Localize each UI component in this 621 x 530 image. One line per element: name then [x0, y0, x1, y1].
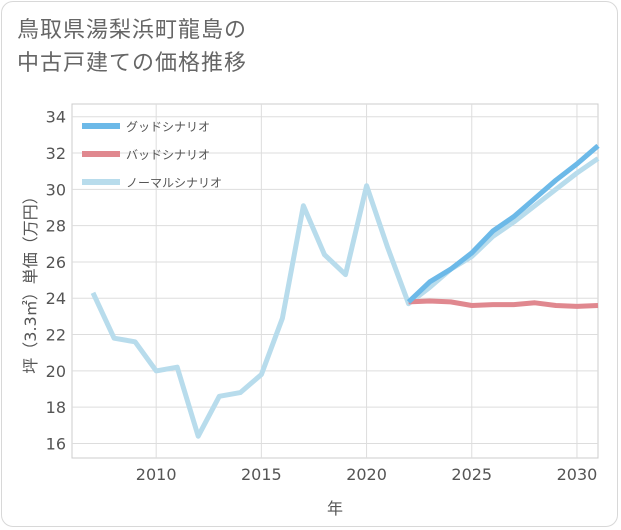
- y-tick-label: 26: [46, 253, 66, 272]
- plot-area: [71, 103, 599, 459]
- y-tick-label: 24: [46, 289, 66, 308]
- series-line-3: [90, 156, 600, 439]
- y-tick-label: 32: [46, 144, 66, 163]
- y-tick-label: 16: [46, 434, 66, 453]
- legend-label: ノーマルシナリオ: [126, 176, 222, 190]
- chart-title: 鳥取県湯梨浜町龍島の 中古戸建ての価格推移: [17, 14, 247, 80]
- series-line-1: [406, 143, 600, 304]
- legend-label: グッドシナリオ: [126, 120, 210, 134]
- y-tick-label: 34: [46, 108, 66, 127]
- y-tick-label: 28: [46, 217, 66, 236]
- series-line-2: [408, 298, 599, 309]
- y-tick-label: 22: [46, 326, 66, 345]
- y-axis-title: 坪（3.3㎡）単価（万円）: [21, 188, 40, 373]
- x-tick-label: 2020: [346, 465, 387, 484]
- chart-title-line-2: 中古戸建ての価格推移: [17, 51, 248, 76]
- y-tick-label: 20: [46, 362, 66, 381]
- legend-label: バッドシナリオ: [126, 148, 210, 162]
- x-tick-label: 2015: [241, 465, 282, 484]
- x-tick-label: 2025: [451, 465, 492, 484]
- y-tick-label: 18: [46, 398, 66, 417]
- y-tick-label: 30: [46, 180, 66, 199]
- x-axis-title: 年: [327, 499, 343, 518]
- x-tick-label: 2010: [136, 465, 177, 484]
- chart-title-line-1: 鳥取県湯梨浜町龍島の: [17, 18, 248, 43]
- x-tick-label: 2030: [557, 465, 598, 484]
